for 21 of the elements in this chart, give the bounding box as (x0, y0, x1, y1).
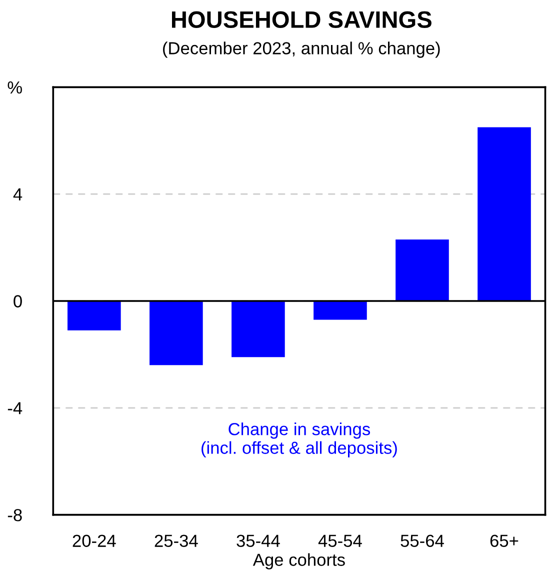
bar (396, 240, 449, 301)
x-tick-label: 20-24 (72, 534, 116, 547)
x-tick-label: 45-54 (318, 534, 362, 547)
bar (150, 300, 203, 366)
bar (232, 300, 285, 358)
y-tick-label: 0 (14, 295, 22, 308)
x-tick-label: 55-64 (400, 534, 444, 547)
bar (314, 300, 367, 320)
bar (68, 300, 121, 330)
x-axis-title: Age cohorts (252, 553, 345, 570)
text: Change in savings (incl. offset & all deposits) (202, 422, 397, 458)
chart-title: HOUSEHOLD SAVINGS (172, 11, 432, 28)
x-tick-label: 35-44 (236, 534, 280, 547)
y-tick-label: 4 (13, 188, 22, 200)
y-tick-label: -4 (8, 402, 22, 414)
x-tick-label: 65+ (490, 534, 518, 547)
y-tick-label: % (8, 81, 22, 94)
y-tick-label: -8 (8, 508, 22, 522)
chart-subtitle: (December 2023, annual % change) (163, 42, 440, 58)
x-tick-label: 25-34 (154, 534, 198, 547)
bar (478, 127, 531, 301)
